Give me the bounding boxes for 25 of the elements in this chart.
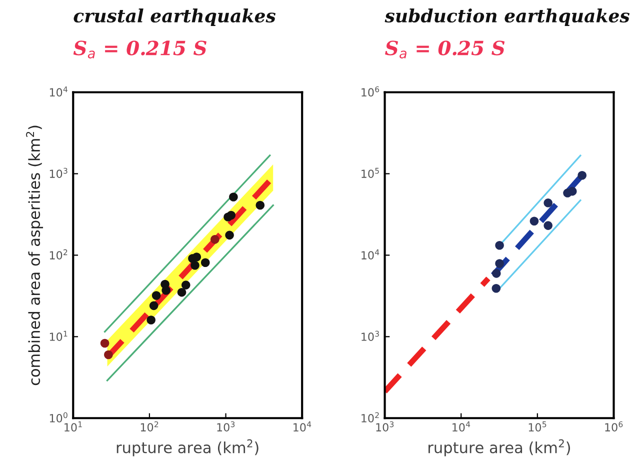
x-tick-label: 10$^{3}$ xyxy=(217,421,235,432)
x-axis-title: rupture area (km$^{2}$) xyxy=(116,439,258,456)
x-tick-label: 10$^{2}$ xyxy=(140,421,158,432)
x-tick-label: 10$^{3}$ xyxy=(376,421,394,432)
y-tick-label: 10$^{4}$ xyxy=(50,86,68,97)
y-tick-label: 10$^{0}$ xyxy=(50,412,68,422)
y-tick-label: 10$^{1}$ xyxy=(50,330,68,341)
chart-title: crustal earthquakes xyxy=(74,8,276,26)
y-tick-label: 10$^{3}$ xyxy=(362,330,379,341)
chart-subtitle: S$_{a}$ = 0.25 S xyxy=(385,40,505,58)
chart-subtitle: S$_{a}$ = 0.215 S xyxy=(73,40,206,58)
y-tick-label: 10$^{2}$ xyxy=(50,249,68,260)
chart-title: subduction earthquakes xyxy=(384,8,630,26)
y-axis-title: combined area of asperities (km$^{2}$) xyxy=(26,126,44,386)
x-tick-label: 10$^{4}$ xyxy=(452,421,470,432)
y-tick-label: 10$^{3}$ xyxy=(50,168,68,178)
x-tick-label: 10$^{1}$ xyxy=(64,421,82,432)
x-tick-label: 10$^{4}$ xyxy=(294,421,312,432)
x-axis-title: rupture area (km$^{2}$) xyxy=(428,439,570,456)
y-tick-label: 10$^{6}$ xyxy=(362,86,380,97)
y-tick-label: 10$^{5}$ xyxy=(362,168,379,178)
y-tick-label: 10$^{2}$ xyxy=(362,412,379,422)
y-tick-label: 10$^{4}$ xyxy=(362,249,380,260)
x-tick-label: 10$^{5}$ xyxy=(528,421,546,432)
x-tick-label: 10$^{6}$ xyxy=(605,421,623,432)
